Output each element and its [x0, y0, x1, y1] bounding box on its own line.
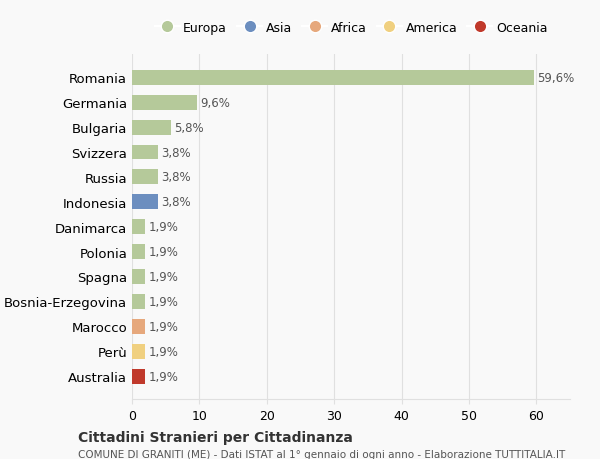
Text: 5,8%: 5,8%	[175, 121, 204, 134]
Text: 1,9%: 1,9%	[148, 295, 178, 308]
Bar	[132, 269, 145, 284]
Text: 3,8%: 3,8%	[161, 196, 191, 209]
Bar	[132, 71, 533, 86]
Bar	[132, 245, 145, 259]
Bar	[132, 319, 145, 334]
Bar	[132, 344, 145, 359]
Text: 1,9%: 1,9%	[148, 270, 178, 283]
Text: 1,9%: 1,9%	[148, 221, 178, 234]
Bar	[132, 170, 158, 185]
Bar	[132, 294, 145, 309]
Legend: Europa, Asia, Africa, America, Oceania: Europa, Asia, Africa, America, Oceania	[149, 17, 553, 39]
Bar	[132, 95, 197, 111]
Text: 3,8%: 3,8%	[161, 171, 191, 184]
Text: 9,6%: 9,6%	[200, 96, 230, 110]
Text: COMUNE DI GRANITI (ME) - Dati ISTAT al 1° gennaio di ogni anno - Elaborazione TU: COMUNE DI GRANITI (ME) - Dati ISTAT al 1…	[78, 449, 565, 459]
Bar	[132, 195, 158, 210]
Text: 59,6%: 59,6%	[537, 72, 574, 84]
Text: 1,9%: 1,9%	[148, 320, 178, 333]
Text: 3,8%: 3,8%	[161, 146, 191, 159]
Text: 1,9%: 1,9%	[148, 246, 178, 258]
Text: 1,9%: 1,9%	[148, 345, 178, 358]
Bar	[132, 220, 145, 235]
Bar	[132, 369, 145, 384]
Text: Cittadini Stranieri per Cittadinanza: Cittadini Stranieri per Cittadinanza	[78, 430, 353, 444]
Text: 1,9%: 1,9%	[148, 370, 178, 383]
Bar	[132, 120, 171, 135]
Bar	[132, 145, 158, 160]
